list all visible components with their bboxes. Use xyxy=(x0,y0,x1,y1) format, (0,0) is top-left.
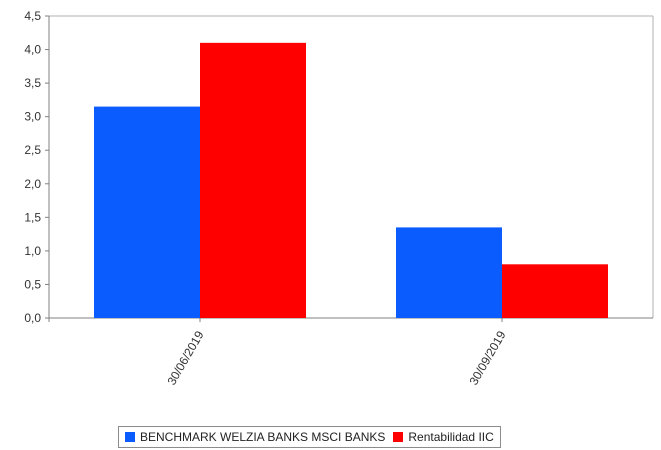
y-tick-label: 1,0 xyxy=(24,244,41,258)
legend-item-benchmark: BENCHMARK WELZIA BANKS MSCI BANKS xyxy=(125,430,385,444)
legend-label-benchmark: BENCHMARK WELZIA BANKS MSCI BANKS xyxy=(140,430,386,444)
y-tick-label: 2,0 xyxy=(24,177,41,191)
bar-benchmark-0 xyxy=(94,106,200,318)
x-tick-label: 30/09/2019 xyxy=(466,328,508,387)
x-tick-label: 30/06/2019 xyxy=(164,328,206,387)
axis-labels: 0,0 0,5 1,0 1,5 2,0 2,5 3,0 3,5 4,0 4,5 30/06/2019… xyxy=(24,9,508,388)
y-tick-label: 3,0 xyxy=(24,110,41,124)
y-tick-label: 2,5 xyxy=(24,143,41,157)
legend-label-rentabilidad: Rentabilidad IIC xyxy=(408,430,494,444)
y-tick-label: 0,0 xyxy=(24,311,41,325)
legend: BENCHMARK WELZIA BANKS MSCI BANKS Rentab… xyxy=(118,426,501,448)
legend-swatch-rentabilidad xyxy=(393,432,404,442)
y-tick-label: 4,5 xyxy=(24,9,41,23)
bar-rentabilidad-1 xyxy=(502,264,608,318)
bars xyxy=(94,42,608,318)
y-tick-label: 0,5 xyxy=(24,277,41,291)
legend-item-rentabilidad: Rentabilidad IIC xyxy=(393,430,494,444)
y-tick-label: 3,5 xyxy=(24,76,41,90)
legend-swatch-benchmark xyxy=(125,432,135,442)
bar-benchmark-1 xyxy=(396,227,502,318)
y-tick-label: 4,0 xyxy=(24,43,41,57)
y-tick-label: 1,5 xyxy=(24,210,41,224)
bar-rentabilidad-0 xyxy=(200,42,306,318)
